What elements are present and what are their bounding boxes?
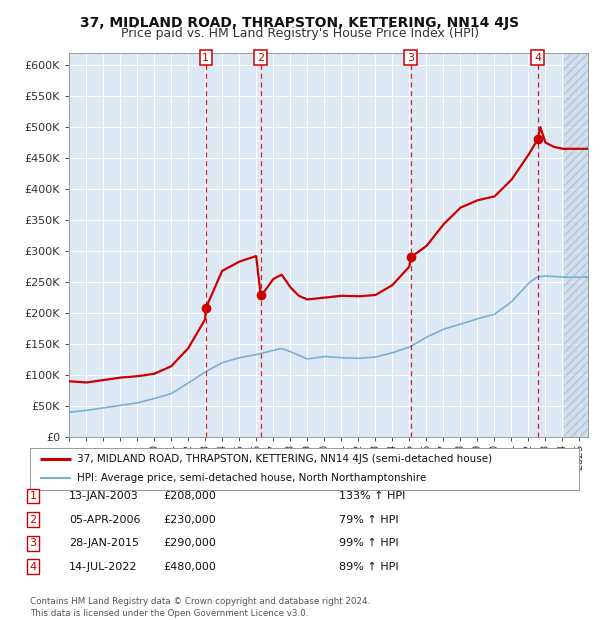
Text: Contains HM Land Registry data © Crown copyright and database right 2024.
This d: Contains HM Land Registry data © Crown c… [30,597,370,618]
Text: 2: 2 [257,53,264,63]
Text: 99% ↑ HPI: 99% ↑ HPI [339,538,398,548]
Text: 3: 3 [29,538,37,548]
Bar [564,53,588,437]
Text: 79% ↑ HPI: 79% ↑ HPI [339,515,398,525]
Text: 37, MIDLAND ROAD, THRAPSTON, KETTERING, NN14 4JS: 37, MIDLAND ROAD, THRAPSTON, KETTERING, … [80,16,520,30]
Text: Price paid vs. HM Land Registry's House Price Index (HPI): Price paid vs. HM Land Registry's House … [121,27,479,40]
Text: 89% ↑ HPI: 89% ↑ HPI [339,562,398,572]
Text: 133% ↑ HPI: 133% ↑ HPI [339,491,406,501]
Text: 4: 4 [534,53,541,63]
Text: 2: 2 [29,515,37,525]
Text: 28-JAN-2015: 28-JAN-2015 [69,538,139,548]
Text: 4: 4 [29,562,37,572]
Text: 1: 1 [29,491,37,501]
Text: £480,000: £480,000 [163,562,216,572]
Text: 3: 3 [407,53,414,63]
Text: £290,000: £290,000 [163,538,216,548]
Text: 14-JUL-2022: 14-JUL-2022 [69,562,137,572]
Text: £208,000: £208,000 [163,491,216,501]
Text: 05-APR-2006: 05-APR-2006 [69,515,140,525]
Text: 37, MIDLAND ROAD, THRAPSTON, KETTERING, NN14 4JS (semi-detached house): 37, MIDLAND ROAD, THRAPSTON, KETTERING, … [77,454,492,464]
Text: HPI: Average price, semi-detached house, North Northamptonshire: HPI: Average price, semi-detached house,… [77,474,426,484]
Text: 13-JAN-2003: 13-JAN-2003 [69,491,139,501]
Text: £230,000: £230,000 [163,515,216,525]
Text: 1: 1 [202,53,209,63]
